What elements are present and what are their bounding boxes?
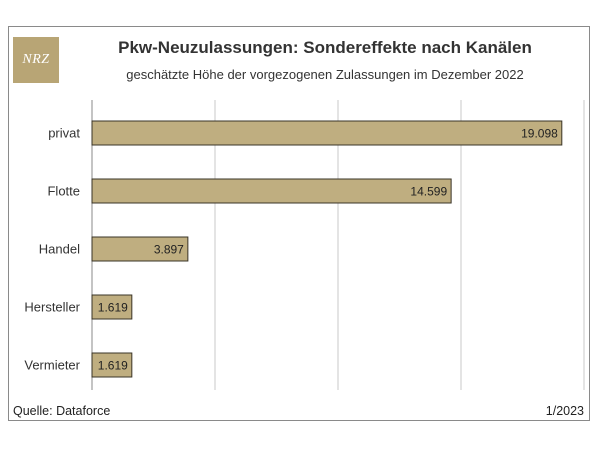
value-label: 19.098 (521, 127, 558, 141)
publication-date: 1/2023 (545, 404, 584, 418)
bar-vermieter (91, 352, 133, 378)
value-label: 1.619 (98, 301, 128, 315)
brand-logo: NRZ (13, 37, 59, 83)
value-label: 14.599 (410, 185, 447, 199)
source-note: Quelle: Dataforce (13, 404, 111, 418)
value-label: 1.619 (98, 359, 128, 373)
value-label: 3.897 (154, 243, 184, 257)
category-label: Vermieter (24, 358, 80, 373)
labels: privat 19.098 Flotte 14.599 Handel 3.897 Herst… (24, 126, 558, 373)
bar-privat (91, 120, 563, 146)
bar-handel (91, 236, 189, 262)
bar-flotte (91, 178, 452, 204)
category-label: privat (48, 126, 80, 141)
category-label: Hersteller (24, 300, 80, 315)
bar-hersteller (91, 294, 133, 320)
logo-text: NRZ (22, 52, 50, 67)
category-label: Flotte (47, 184, 80, 199)
chart-title: Pkw-Neuzulassungen: Sondereffekte nach K… (118, 38, 532, 57)
category-label: Handel (39, 242, 80, 257)
bars (91, 120, 563, 378)
chart-subtitle: geschätzte Höhe der vorgezogenen Zulassu… (126, 67, 524, 82)
